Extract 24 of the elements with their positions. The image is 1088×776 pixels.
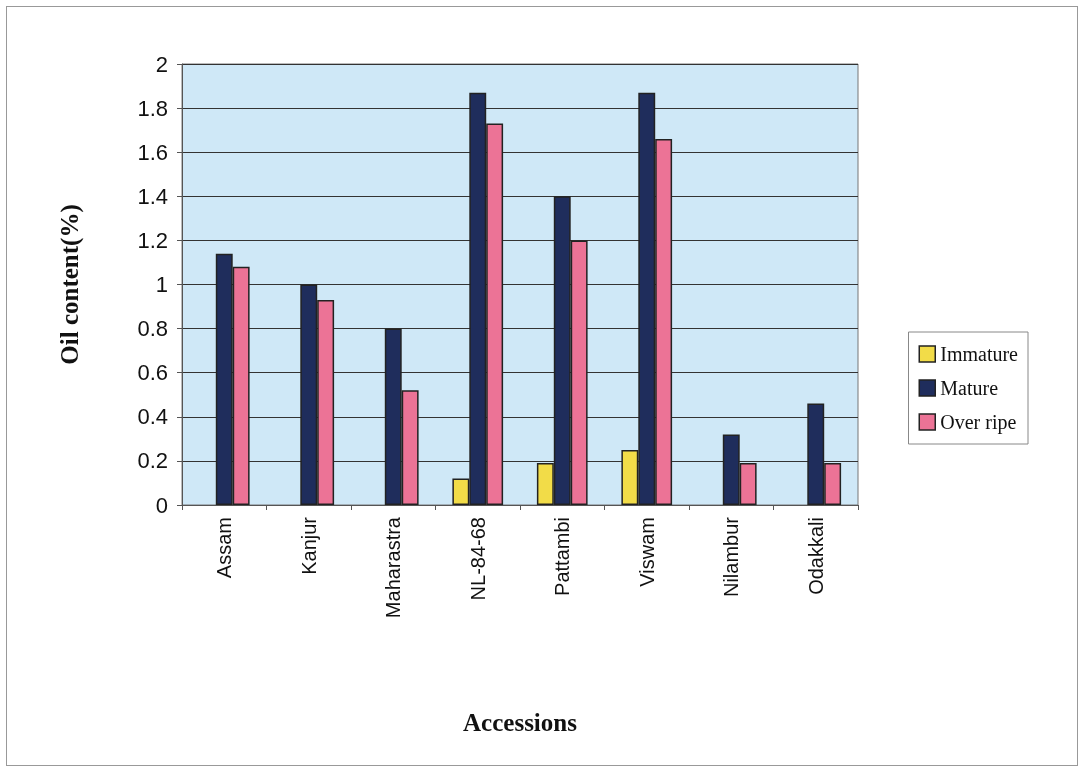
x-tick-label: Odakkali bbox=[804, 517, 827, 595]
y-tick-label: 1.4 bbox=[137, 183, 168, 209]
legend-label: Immature bbox=[940, 343, 1019, 365]
y-tick-label: 1.6 bbox=[137, 139, 168, 165]
y-tick-label: 0.4 bbox=[137, 404, 168, 430]
x-axis-title: Accessions bbox=[463, 709, 578, 736]
x-tick-label: Viswam bbox=[635, 517, 658, 587]
y-axis-title: Oil content(%) bbox=[56, 204, 84, 365]
y-tick-label: 1.8 bbox=[137, 95, 168, 121]
x-tick-label: Assam bbox=[213, 517, 236, 579]
y-tick-label: 2 bbox=[155, 51, 168, 77]
x-tick-label: Nilambur bbox=[720, 516, 743, 598]
legend-label: Over ripe bbox=[940, 411, 1017, 434]
y-tick-label: 1.2 bbox=[137, 227, 168, 253]
y-tick-label: 0.2 bbox=[137, 448, 168, 474]
y-tick-label: 0.6 bbox=[137, 360, 168, 386]
y-tick-label: 0 bbox=[155, 492, 168, 518]
legend-label: Mature bbox=[940, 377, 999, 399]
y-tick-label: 1 bbox=[155, 272, 168, 297]
x-tick-label: Pattambi bbox=[551, 517, 574, 596]
x-tick-label: Kanjur bbox=[297, 516, 320, 575]
x-tick-label: Maharastra bbox=[382, 516, 405, 619]
y-tick-label: 0.8 bbox=[137, 316, 168, 342]
x-tick-label: NL-84-68 bbox=[466, 517, 489, 601]
